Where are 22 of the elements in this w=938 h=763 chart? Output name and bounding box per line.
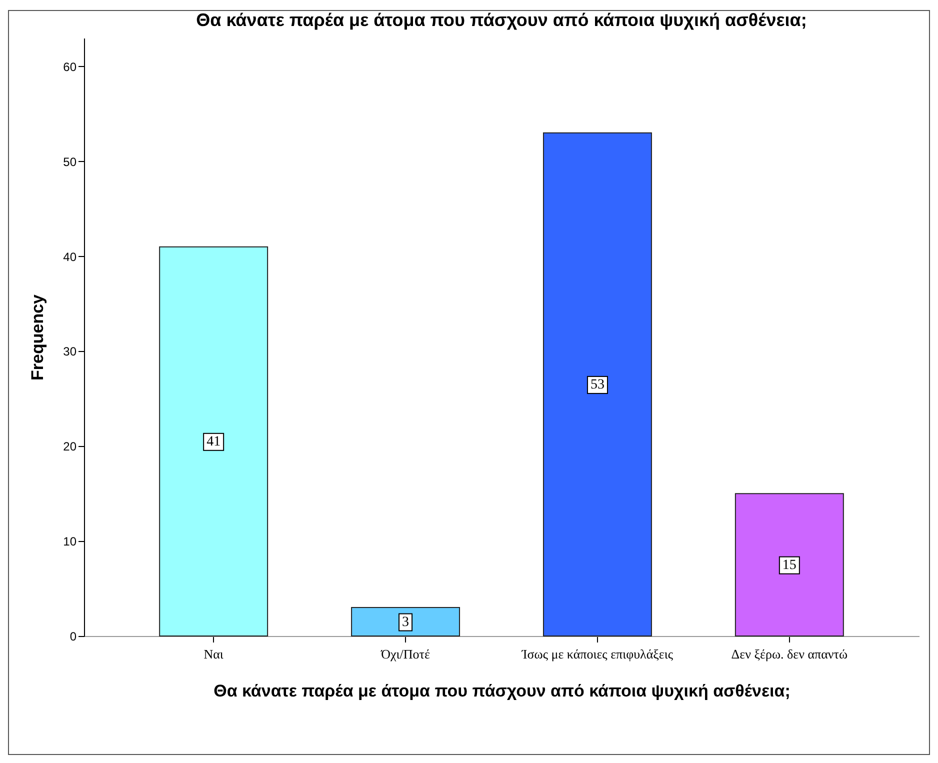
- x-tick-label: Όχι/Ποτέ: [380, 646, 430, 662]
- x-tick-label: Ναι: [204, 646, 224, 662]
- y-tick-label: 50: [63, 154, 77, 169]
- y-tick-label: 20: [63, 440, 77, 454]
- y-tick-label: 40: [63, 250, 77, 264]
- data-label: 15: [782, 558, 796, 573]
- x-tick-label: Ίσως με κάποιες επιφυλάξεις: [520, 646, 674, 662]
- y-tick-label: 0: [70, 630, 77, 644]
- data-label: 41: [206, 434, 221, 450]
- bar: [734, 493, 844, 636]
- chart-title: Θα κάνατε παρέα με άτομα που πάσχουν από κάποια ψυχική ασθένεια;: [196, 10, 807, 30]
- x-tick-label: Δεν ξέρω. δεν απαντώ: [731, 646, 848, 662]
- y-axis-title: Frequency: [28, 294, 48, 380]
- y-tick-label: 60: [63, 60, 77, 74]
- y-tick-label: 10: [63, 534, 77, 549]
- bar: [159, 246, 268, 636]
- bar: [351, 607, 460, 636]
- x-axis-title: Θα κάνατε παρέα με άτομα που πάσχουν από κάποια ψυχική ασθένεια;: [214, 682, 790, 700]
- data-label: 3: [402, 614, 410, 630]
- data-label: 53: [590, 377, 604, 392]
- bar: [542, 132, 652, 636]
- y-tick-label: 30: [63, 344, 77, 359]
